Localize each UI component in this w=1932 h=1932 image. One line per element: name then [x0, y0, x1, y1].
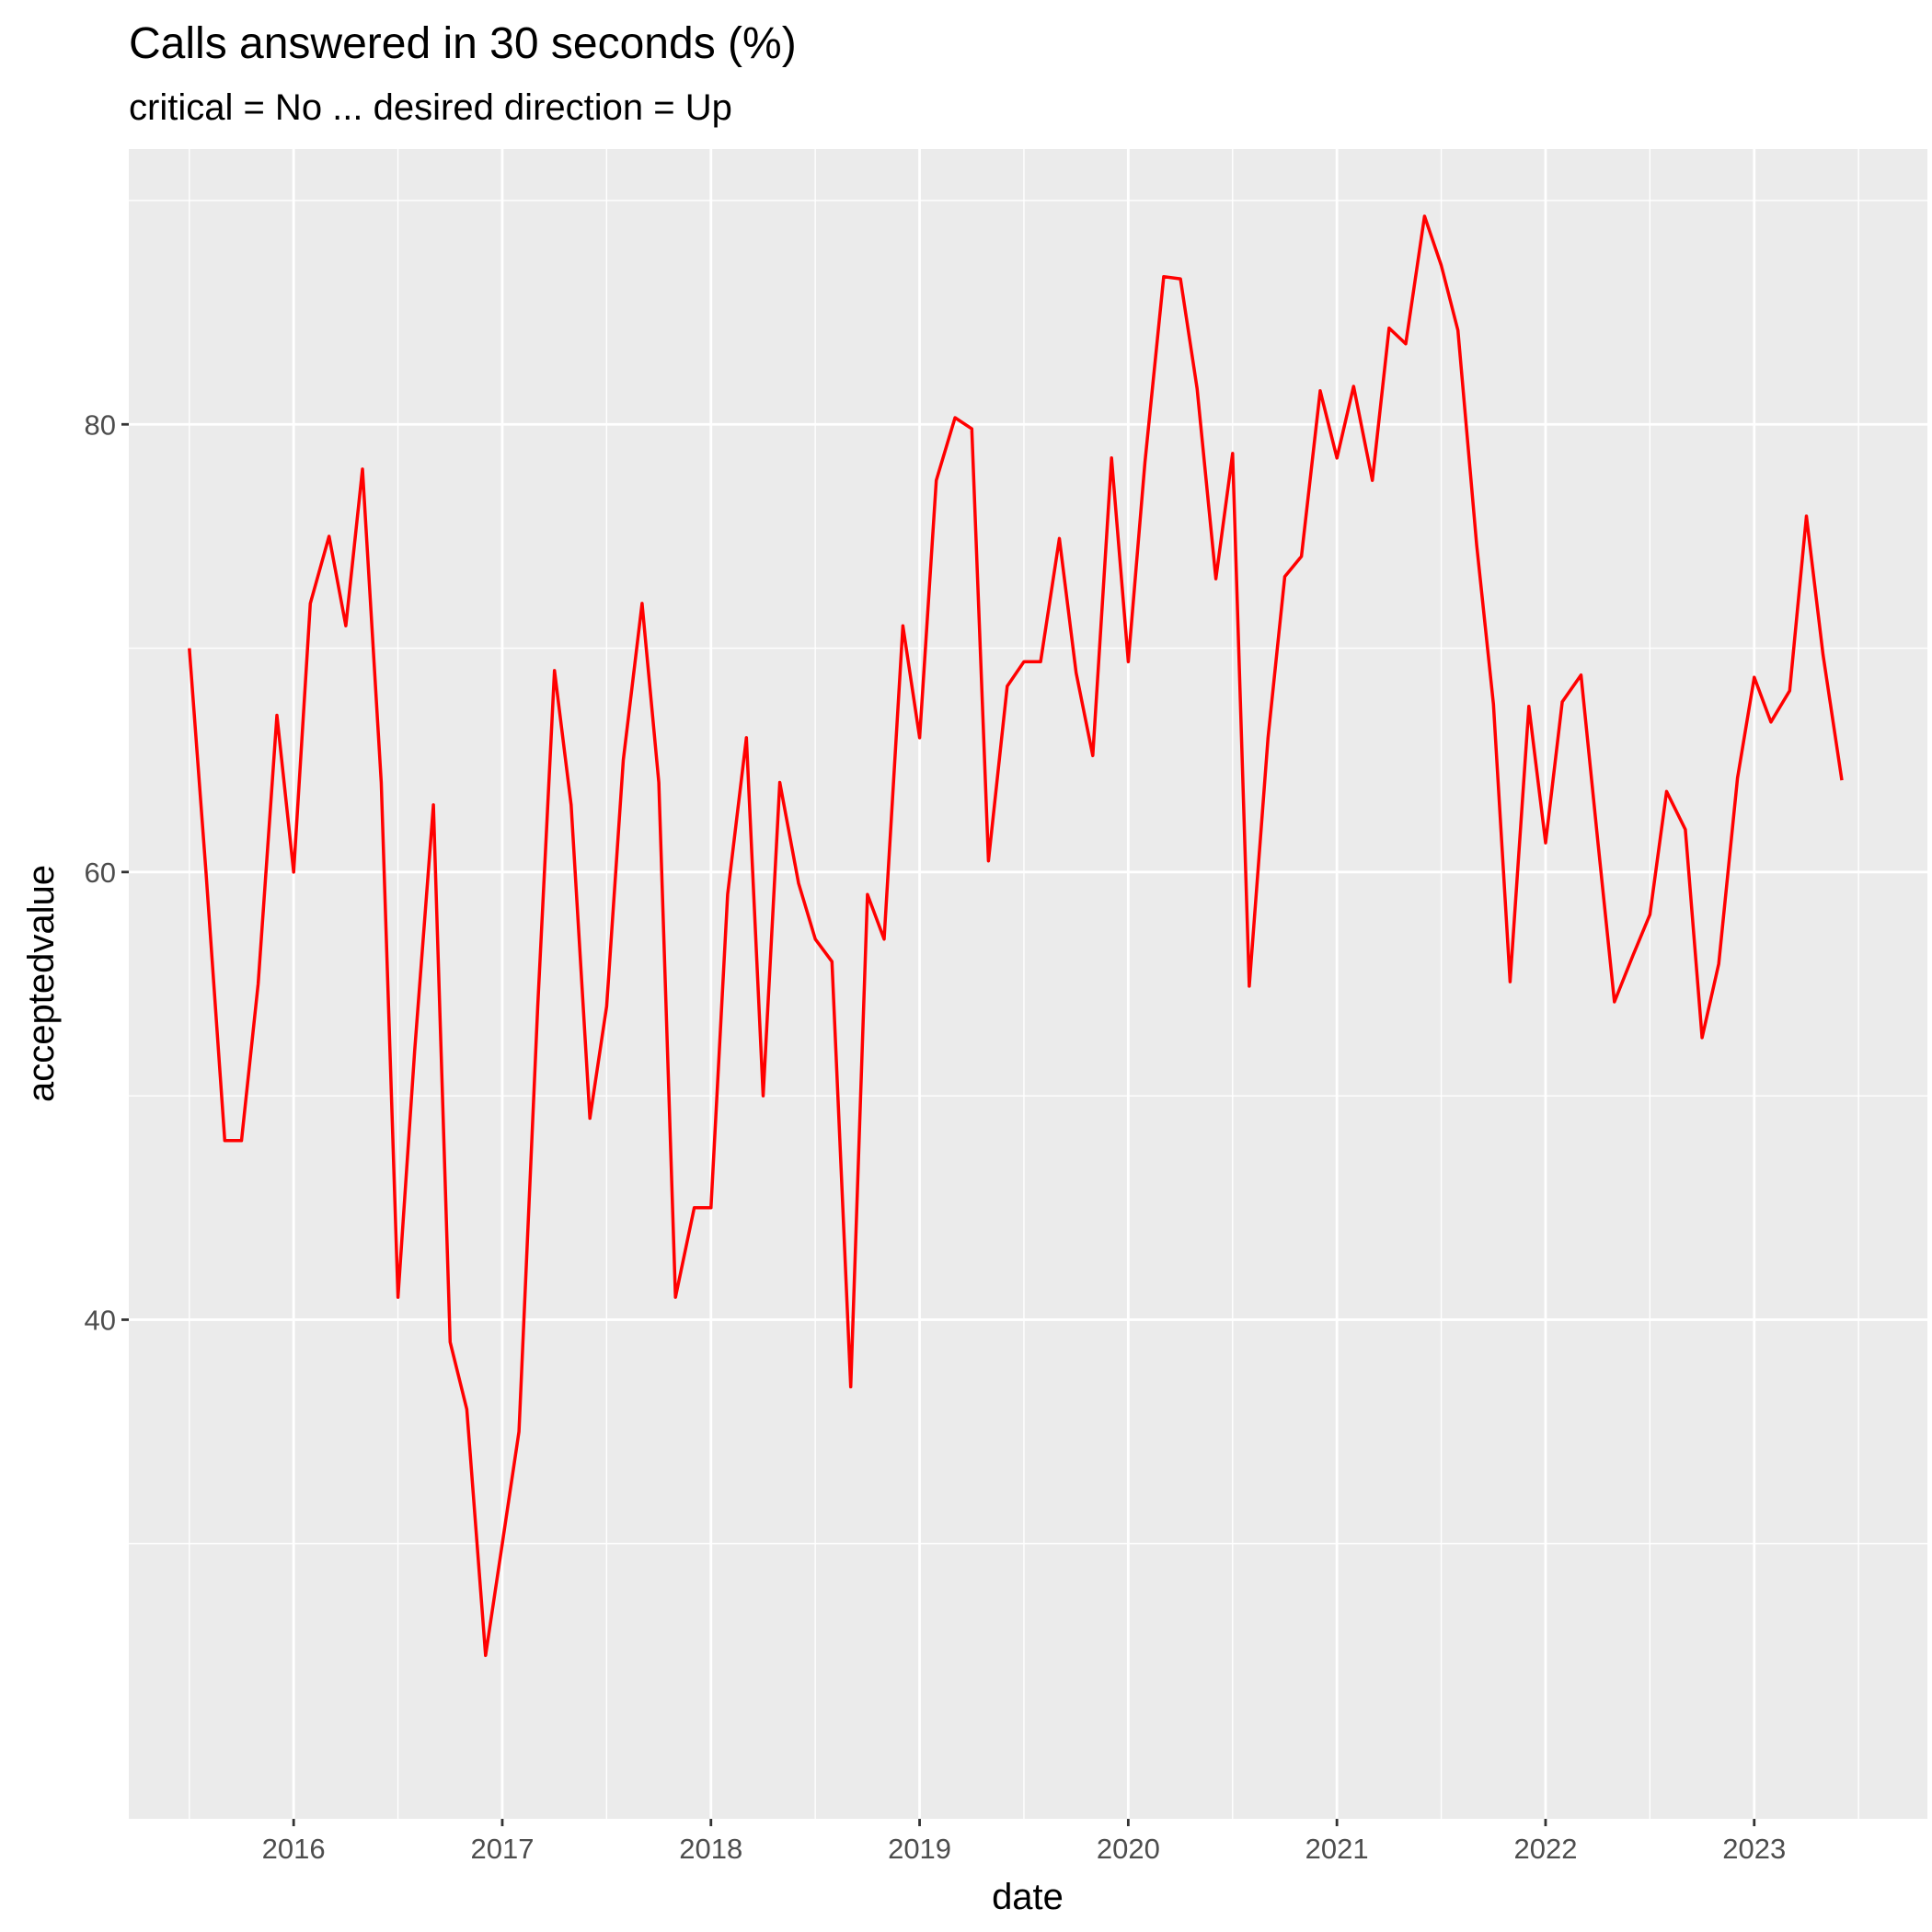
- y-tick-label: 40: [85, 1304, 116, 1336]
- major-gridlines: [129, 149, 1927, 1819]
- plot-panel: [129, 149, 1927, 1819]
- y-tick-label: 80: [85, 408, 116, 441]
- y-tick-label: 60: [85, 857, 116, 889]
- x-axis-ticks: 2016 2017 2018 2019 2020 2021 2022 2023: [262, 1819, 1786, 1865]
- x-tick-label: 2021: [1305, 1833, 1369, 1865]
- x-axis-title: date: [992, 1877, 1064, 1917]
- y-axis-title: acceptedvalue: [21, 865, 62, 1102]
- chart-title: Calls answered in 30 seconds (%): [129, 19, 797, 68]
- y-axis-ticks: 40 60 80: [85, 408, 129, 1336]
- x-tick-label: 2023: [1722, 1833, 1786, 1865]
- x-tick-label: 2019: [888, 1833, 951, 1865]
- x-tick-label: 2016: [262, 1833, 326, 1865]
- x-tick-label: 2017: [470, 1833, 534, 1865]
- x-tick-label: 2022: [1513, 1833, 1577, 1865]
- minor-gridlines: [129, 149, 1927, 1819]
- chart-subtitle: critical = No ... desired direction = Up: [129, 87, 732, 128]
- x-tick-label: 2020: [1097, 1833, 1160, 1865]
- x-tick-label: 2018: [679, 1833, 742, 1865]
- series-line-acceptedvalue: [188, 214, 1844, 1658]
